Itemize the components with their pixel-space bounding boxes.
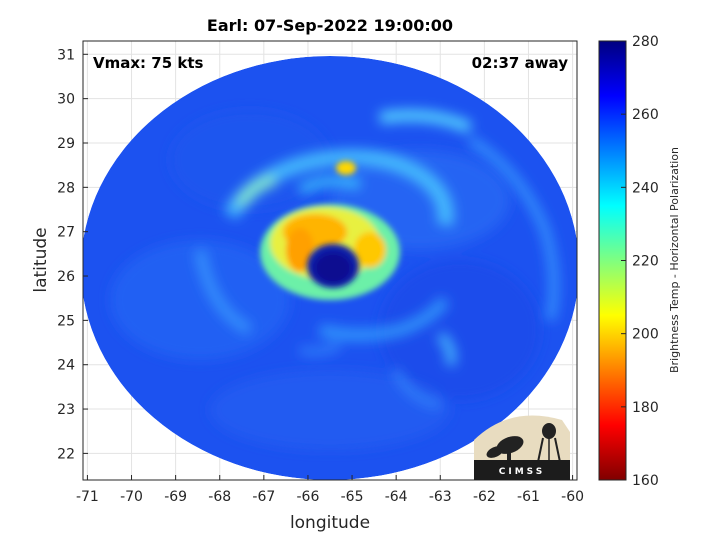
plot-area: -71 -70 -69 -68 -67 -66 -65 -64 -63 -62 -61 -60 222… <box>57 40 584 505</box>
x-tick-label: -66 <box>297 489 320 505</box>
colorbar-tick-label: 180 <box>632 400 659 416</box>
x-tick-label: -63 <box>429 489 452 505</box>
y-tick-label: 29 <box>57 136 75 152</box>
logo-text: CIMSS <box>499 467 545 477</box>
x-tick-label: -71 <box>76 489 99 505</box>
x-tick-label: -67 <box>252 489 275 505</box>
chart-title: Earl: 07-Sep-2022 19:00:00 <box>207 16 453 35</box>
y-tick-label: 27 <box>57 225 75 241</box>
vmax-label: Vmax: 75 kts <box>93 54 203 72</box>
colorbar-ticks: 160 180 200 220 240 260 280 <box>621 34 659 489</box>
x-tick-label: -64 <box>385 489 408 505</box>
water-tower-icon <box>542 423 556 439</box>
eye <box>307 244 359 288</box>
y-tick-label: 31 <box>57 47 75 63</box>
y-tick-label: 26 <box>57 269 75 285</box>
y-axis-ticks: 22 23 24 25 26 27 28 29 30 31 <box>57 47 88 462</box>
y-tick-label: 28 <box>57 180 75 196</box>
x-tick-label: -62 <box>473 489 496 505</box>
x-tick-label: -68 <box>208 489 231 505</box>
colorbar: 160 180 200 220 240 260 280 Brightness Temp - … <box>598 34 681 489</box>
y-tick-label: 30 <box>57 92 75 108</box>
x-tick-label: -70 <box>120 489 143 505</box>
colorbar-tick-label: 200 <box>632 327 659 343</box>
y-tick-label: 22 <box>57 446 75 462</box>
x-tick-label: -61 <box>517 489 540 505</box>
brightness-temp-swath <box>83 56 577 480</box>
colorbar-label: Brightness Temp - Horizontal Polarizatio… <box>668 147 681 373</box>
colorbar-tick-label: 240 <box>632 180 659 196</box>
time-away-label: 02:37 away <box>472 54 569 72</box>
x-tick-label: -65 <box>341 489 364 505</box>
y-tick-label: 24 <box>57 358 75 374</box>
colorbar-tick-label: 160 <box>632 473 659 489</box>
x-tick-label: -69 <box>164 489 187 505</box>
x-tick-label: -60 <box>561 489 584 505</box>
cimss-logo: CIMSS <box>474 415 570 480</box>
x-axis-label: longitude <box>290 513 370 533</box>
y-axis-label: latitude <box>31 227 51 292</box>
swath-texture <box>110 110 540 450</box>
y-tick-label: 23 <box>57 402 75 418</box>
rainbands <box>194 109 559 409</box>
colorbar-tick-label: 260 <box>632 107 659 123</box>
colorbar-tick-label: 220 <box>632 254 659 270</box>
x-axis-ticks: -71 -70 -69 -68 -67 -66 -65 -64 -63 -62 -61 -60 <box>76 475 584 505</box>
y-tick-label: 25 <box>57 313 75 329</box>
colorbar-tick-label: 280 <box>632 34 659 50</box>
